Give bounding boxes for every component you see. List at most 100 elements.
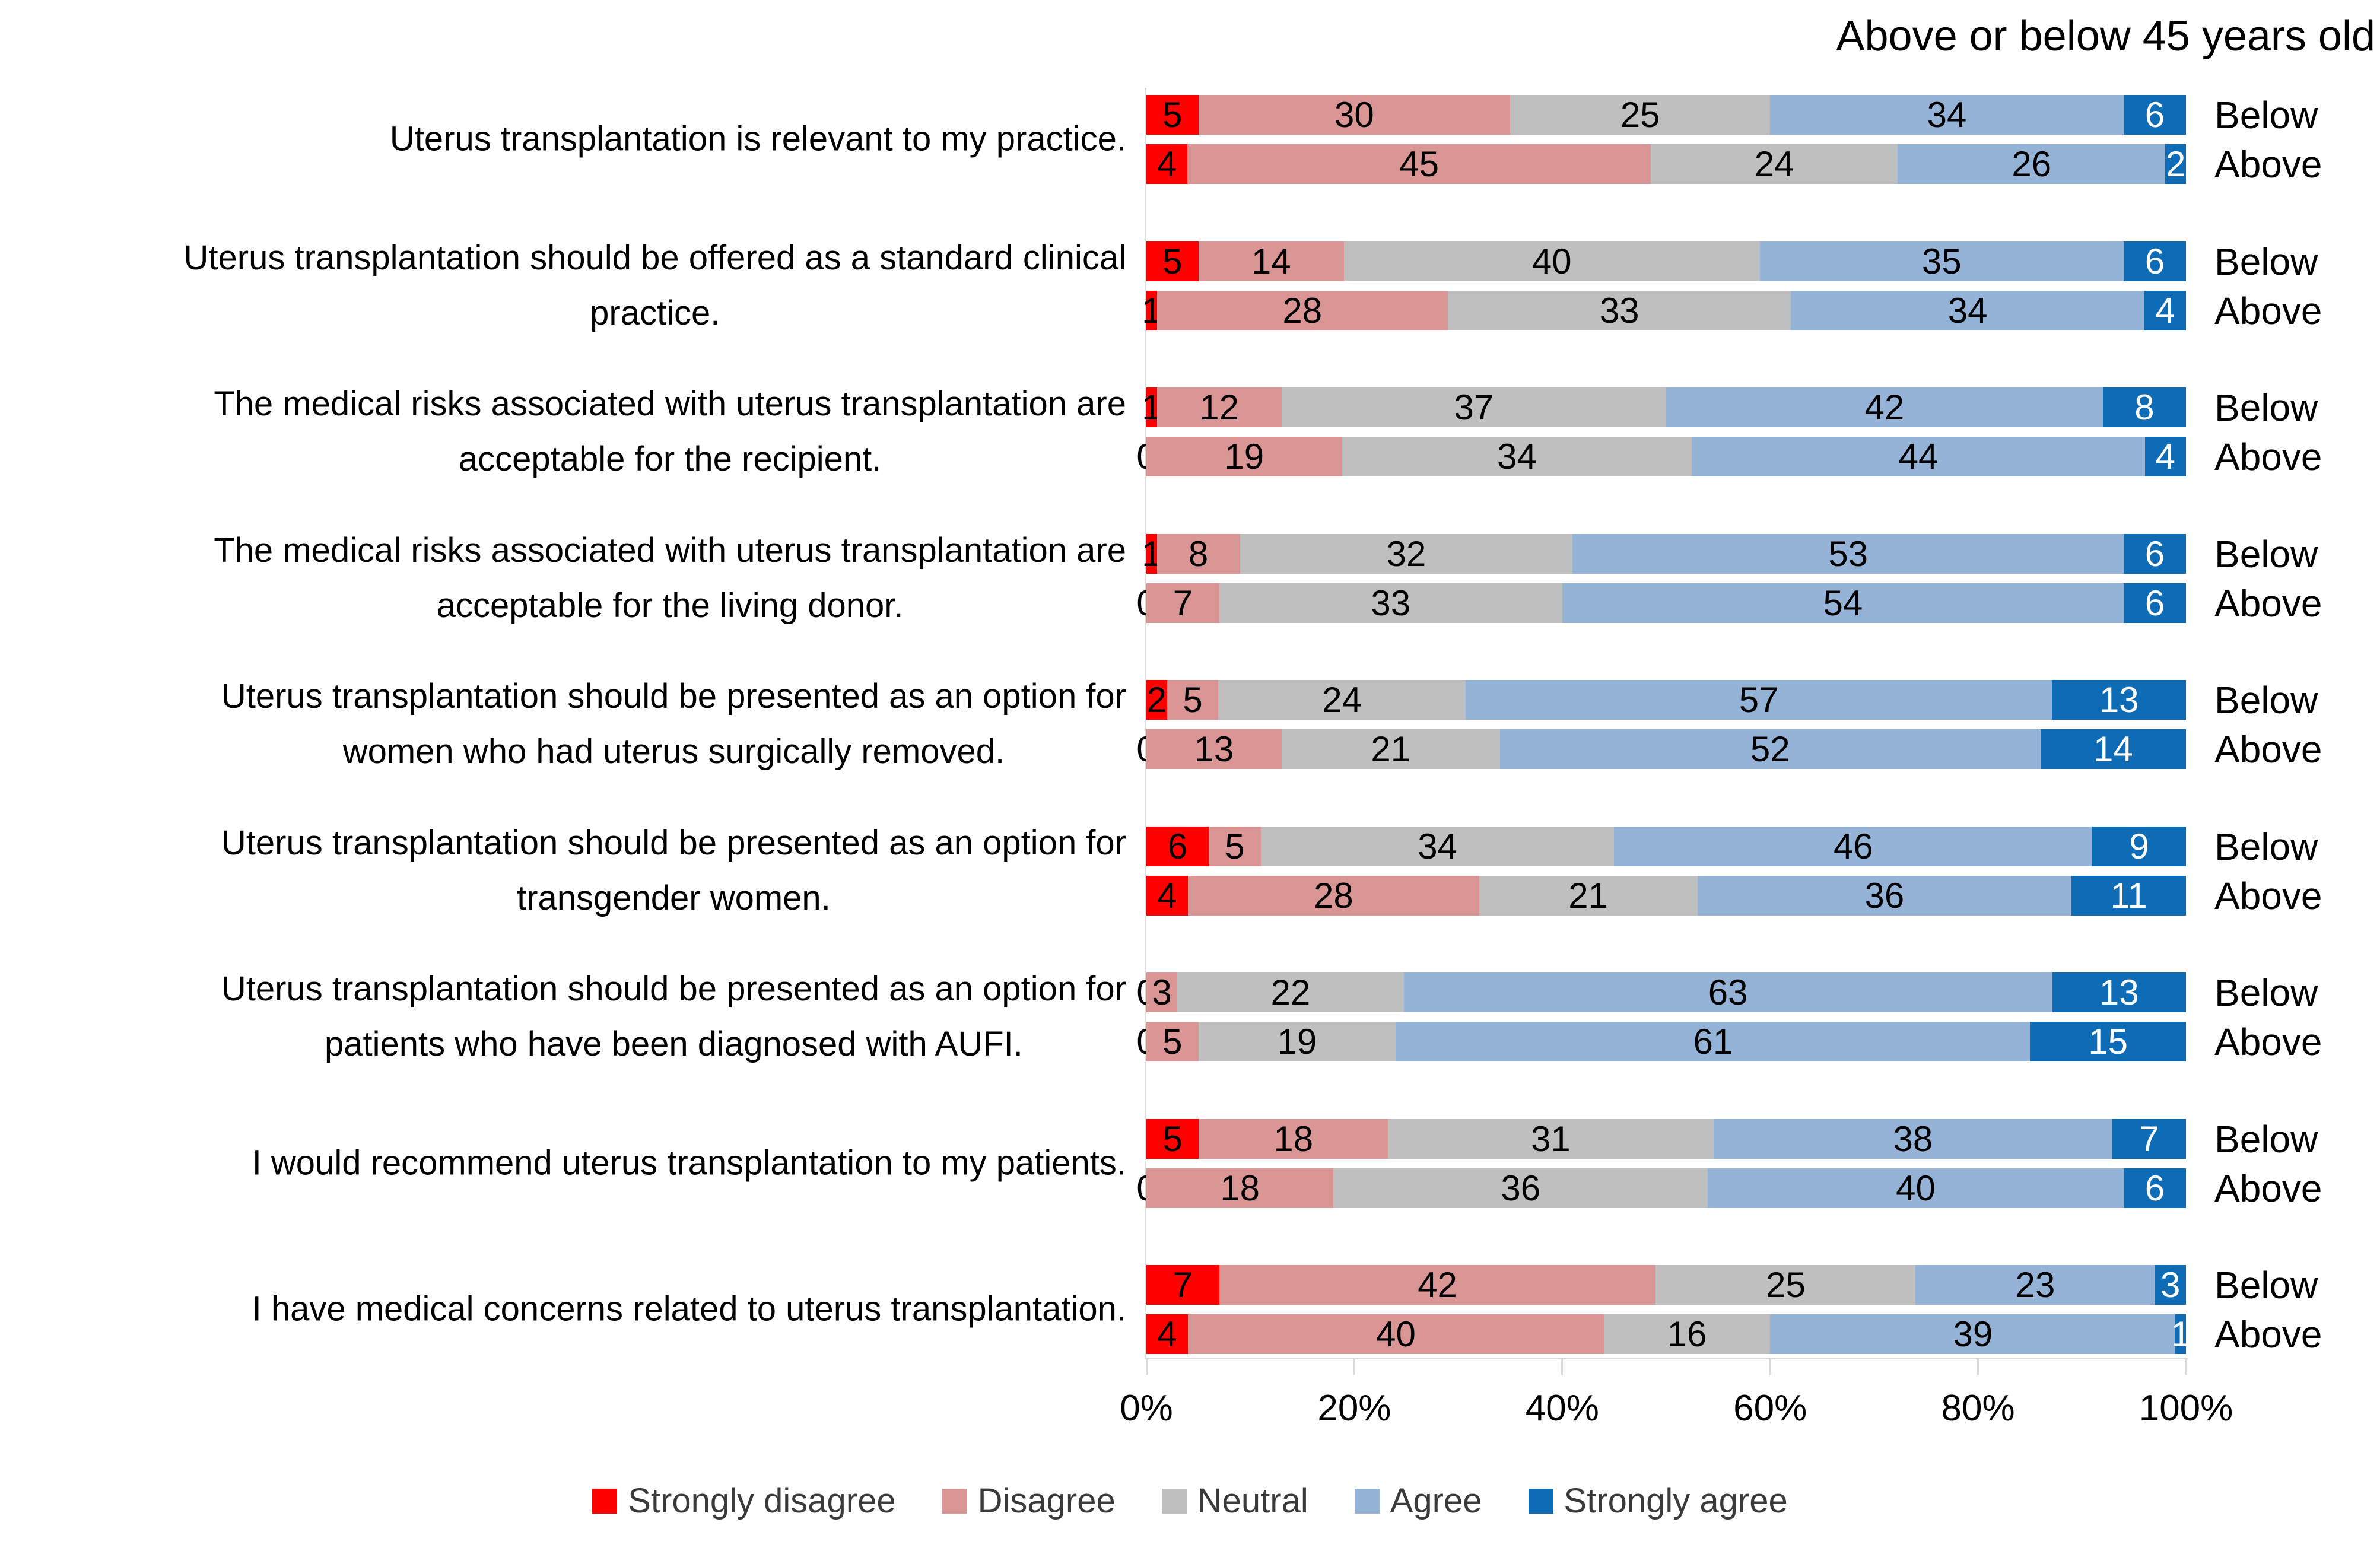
segment-value-label: 1 (2171, 1314, 2191, 1354)
segment-value-label: 6 (2144, 583, 2165, 623)
question-label-text: The medical risks associated with uterus… (214, 531, 1126, 625)
pair-label-above: Above (2214, 727, 2322, 771)
segment-value-label: 35 (1921, 241, 1962, 281)
segment-agree: 26 (1898, 144, 2166, 184)
segment-value-label: 6 (2144, 533, 2165, 574)
pair-label-above: Above (2214, 874, 2322, 917)
stacked-bar-above: 01934444 (1136, 436, 2186, 476)
segment-value-label: 7 (1172, 583, 1193, 623)
segment-strongly-agree: 6 (2123, 241, 2186, 281)
segment-agree: 38 (1713, 1118, 2113, 1159)
question-label: Uterus transplantation is relevant to my… (0, 112, 1126, 167)
legend-swatch-icon (1161, 1488, 1187, 1514)
x-axis-tick-label: 20% (1317, 1388, 1391, 1429)
segment-value-label: 44 (1898, 436, 1939, 476)
segment-neutral: 21 (1281, 729, 1500, 769)
segment-disagree: 5 (1167, 680, 1219, 720)
segment-strongly-disagree: 5 (1146, 95, 1199, 135)
legend-swatch-icon (592, 1488, 618, 1514)
segment-agree: 52 (1499, 729, 2041, 769)
segment-agree: 46 (1614, 827, 2093, 866)
stacked-bar-above: 01836406 (1136, 1168, 2186, 1208)
segment-value-label: 12 (1199, 387, 1239, 427)
stacked-bar-above: 4 28 21 36 11 (1146, 876, 2186, 916)
segment-value-label: 38 (1893, 1118, 1933, 1159)
segment-disagree: 13 (1146, 729, 1282, 769)
segment-value-label: 4 (1157, 144, 1177, 184)
segment-strongly-disagree: 1 (1142, 534, 1161, 574)
segment-disagree: 3 (1146, 972, 1178, 1012)
stacked-bar-above: 05196115 (1136, 1021, 2186, 1061)
segment-value-label: 14 (1251, 241, 1291, 281)
segment-neutral: 32 (1240, 534, 1573, 574)
pair-label-above: Above (2214, 142, 2322, 186)
segment-value-label: 8 (2134, 387, 2155, 427)
stacked-bar-below: 1 8 32 53 6 (1142, 533, 2186, 574)
segment-neutral: 24 (1218, 680, 1466, 720)
question-label-text: The medical risks associated with uterus… (214, 384, 1126, 478)
segment-value-label: 53 (1828, 533, 1868, 574)
segment-value-label: 7 (2139, 1118, 2159, 1159)
segment-value-label: 30 (1334, 94, 1374, 135)
segment-value-label: 19 (1277, 1021, 1317, 1061)
segment-strongly-agree: 15 (2030, 1022, 2186, 1061)
segment-agree: 40 (1708, 1168, 2124, 1208)
segment-neutral: 31 (1388, 1119, 1714, 1159)
question-group: Uterus transplantation should be present… (0, 677, 2380, 771)
segment-disagree: 30 (1198, 94, 1511, 135)
stacked-bar-above: 4 40 16 39 1 (1146, 1314, 2191, 1354)
segment-neutral: 40 (1343, 241, 1760, 281)
segment-strongly-disagree: 4 (1146, 144, 1188, 184)
segment-value-label: 19 (1224, 436, 1264, 476)
segment-strongly-disagree: 4 (1146, 875, 1189, 916)
segment-agree: 61 (1396, 1022, 2031, 1061)
segment-value-label: 15 (2088, 1021, 2128, 1061)
segment-value-label: 11 (2110, 875, 2147, 916)
segment-value-label: 4 (1157, 875, 1177, 916)
segment-value-label: 37 (1454, 387, 1494, 427)
segment-value-label: 31 (1530, 1118, 1571, 1159)
segment-agree: 44 (1692, 436, 2145, 476)
legend-item-disagree: Disagree (942, 1481, 1116, 1521)
legend-label: Strongly disagree (628, 1482, 896, 1520)
segment-strongly-agree: 4 (2144, 437, 2186, 476)
question-label: Uterus transplantation should be present… (0, 962, 1126, 1072)
segment-value-label: 13 (1194, 729, 1234, 769)
question-label-text: I have medical concerns related to uteru… (252, 1289, 1126, 1328)
segment-neutral: 33 (1448, 291, 1791, 330)
segment-disagree: 18 (1199, 1119, 1388, 1159)
question-group: Uterus transplantation should be offered… (0, 239, 2380, 332)
x-axis-tick-label: 0% (1120, 1388, 1173, 1429)
segment-agree: 39 (1770, 1314, 2176, 1354)
segment-strongly-agree: 2 (2165, 144, 2186, 184)
segment-value-label: 5 (1183, 679, 1203, 720)
segment-value-label: 2 (2165, 144, 2186, 184)
question-group: I have medical concerns related to uteru… (0, 1264, 2380, 1356)
x-axis-tick-mark (1561, 1359, 1564, 1375)
segment-value-label: 32 (1386, 533, 1426, 574)
segment-value-label: 4 (2155, 290, 2175, 330)
question-label: Uterus transplantation should be present… (0, 816, 1126, 926)
segment-strongly-agree: 9 (2092, 827, 2187, 866)
segment-strongly-agree: 1 (2171, 1314, 2191, 1354)
segment-neutral: 21 (1479, 876, 1698, 916)
segment-strongly-agree: 11 (2071, 876, 2186, 916)
segment-strongly-disagree: 4 (1146, 1314, 1189, 1354)
legend-label: Neutral (1197, 1482, 1308, 1520)
segment-value-label: 14 (2093, 729, 2133, 769)
segment-strongly-agree: 13 (2052, 972, 2186, 1012)
pair-label-below: Below (2214, 386, 2318, 429)
question-label-text: Uterus transplantation should be present… (221, 970, 1126, 1063)
pair-label-above: Above (2214, 435, 2322, 478)
question-label-text: Uterus transplantation should be offered… (183, 239, 1126, 332)
legend-item-neutral: Neutral (1161, 1481, 1308, 1521)
segment-disagree: 42 (1219, 1265, 1656, 1305)
question-label-text: Uterus transplantation should be present… (221, 677, 1126, 771)
segment-strongly-disagree: 1 (1142, 291, 1161, 330)
segment-neutral: 36 (1333, 1168, 1708, 1208)
segment-value-label: 39 (1953, 1314, 1993, 1354)
segment-strongly-agree: 6 (2123, 533, 2186, 574)
question-group: The medical risks associated with uterus… (0, 531, 2380, 625)
segment-agree: 35 (1759, 241, 2124, 281)
stacked-bar-above: 1 28 33 34 4 (1142, 290, 2186, 330)
